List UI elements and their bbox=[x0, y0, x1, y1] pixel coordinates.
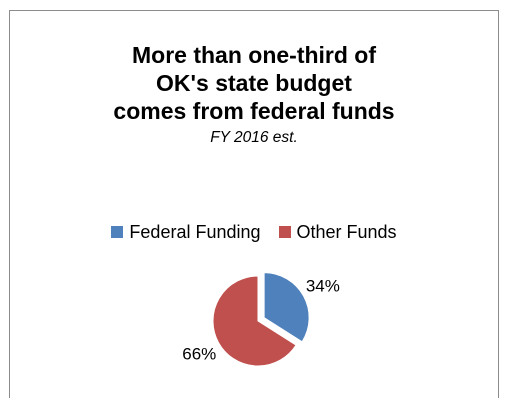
pie-slice-other-funds bbox=[212, 275, 297, 367]
title-line-3: comes from federal funds bbox=[113, 98, 395, 124]
legend-label-federal-funding: Federal Funding bbox=[129, 222, 261, 242]
legend-swatch-federal-funding bbox=[111, 226, 124, 238]
pie-slice-federal-funding bbox=[263, 272, 310, 343]
chart-legend: Federal Funding Other Funds bbox=[10, 221, 498, 243]
chart-frame: More than one-third of OK's state budget… bbox=[9, 10, 499, 398]
title-line-2: OK's state budget bbox=[156, 70, 352, 96]
title-line-1: More than one-third of bbox=[131, 42, 377, 68]
legend-label-other-funds: Other Funds bbox=[296, 222, 397, 242]
chart-title: More than one-third of OK's state budget… bbox=[10, 41, 498, 149]
data-label-federal-funding: 34% bbox=[306, 276, 340, 295]
legend-swatch-other-funds bbox=[278, 226, 291, 238]
legend-item-federal-funding: Federal Funding bbox=[111, 221, 261, 243]
data-label-other-funds: 66% bbox=[182, 344, 216, 363]
legend-item-other-funds: Other Funds bbox=[278, 221, 397, 243]
chart-subtitle: FY 2016 est. bbox=[210, 129, 298, 146]
